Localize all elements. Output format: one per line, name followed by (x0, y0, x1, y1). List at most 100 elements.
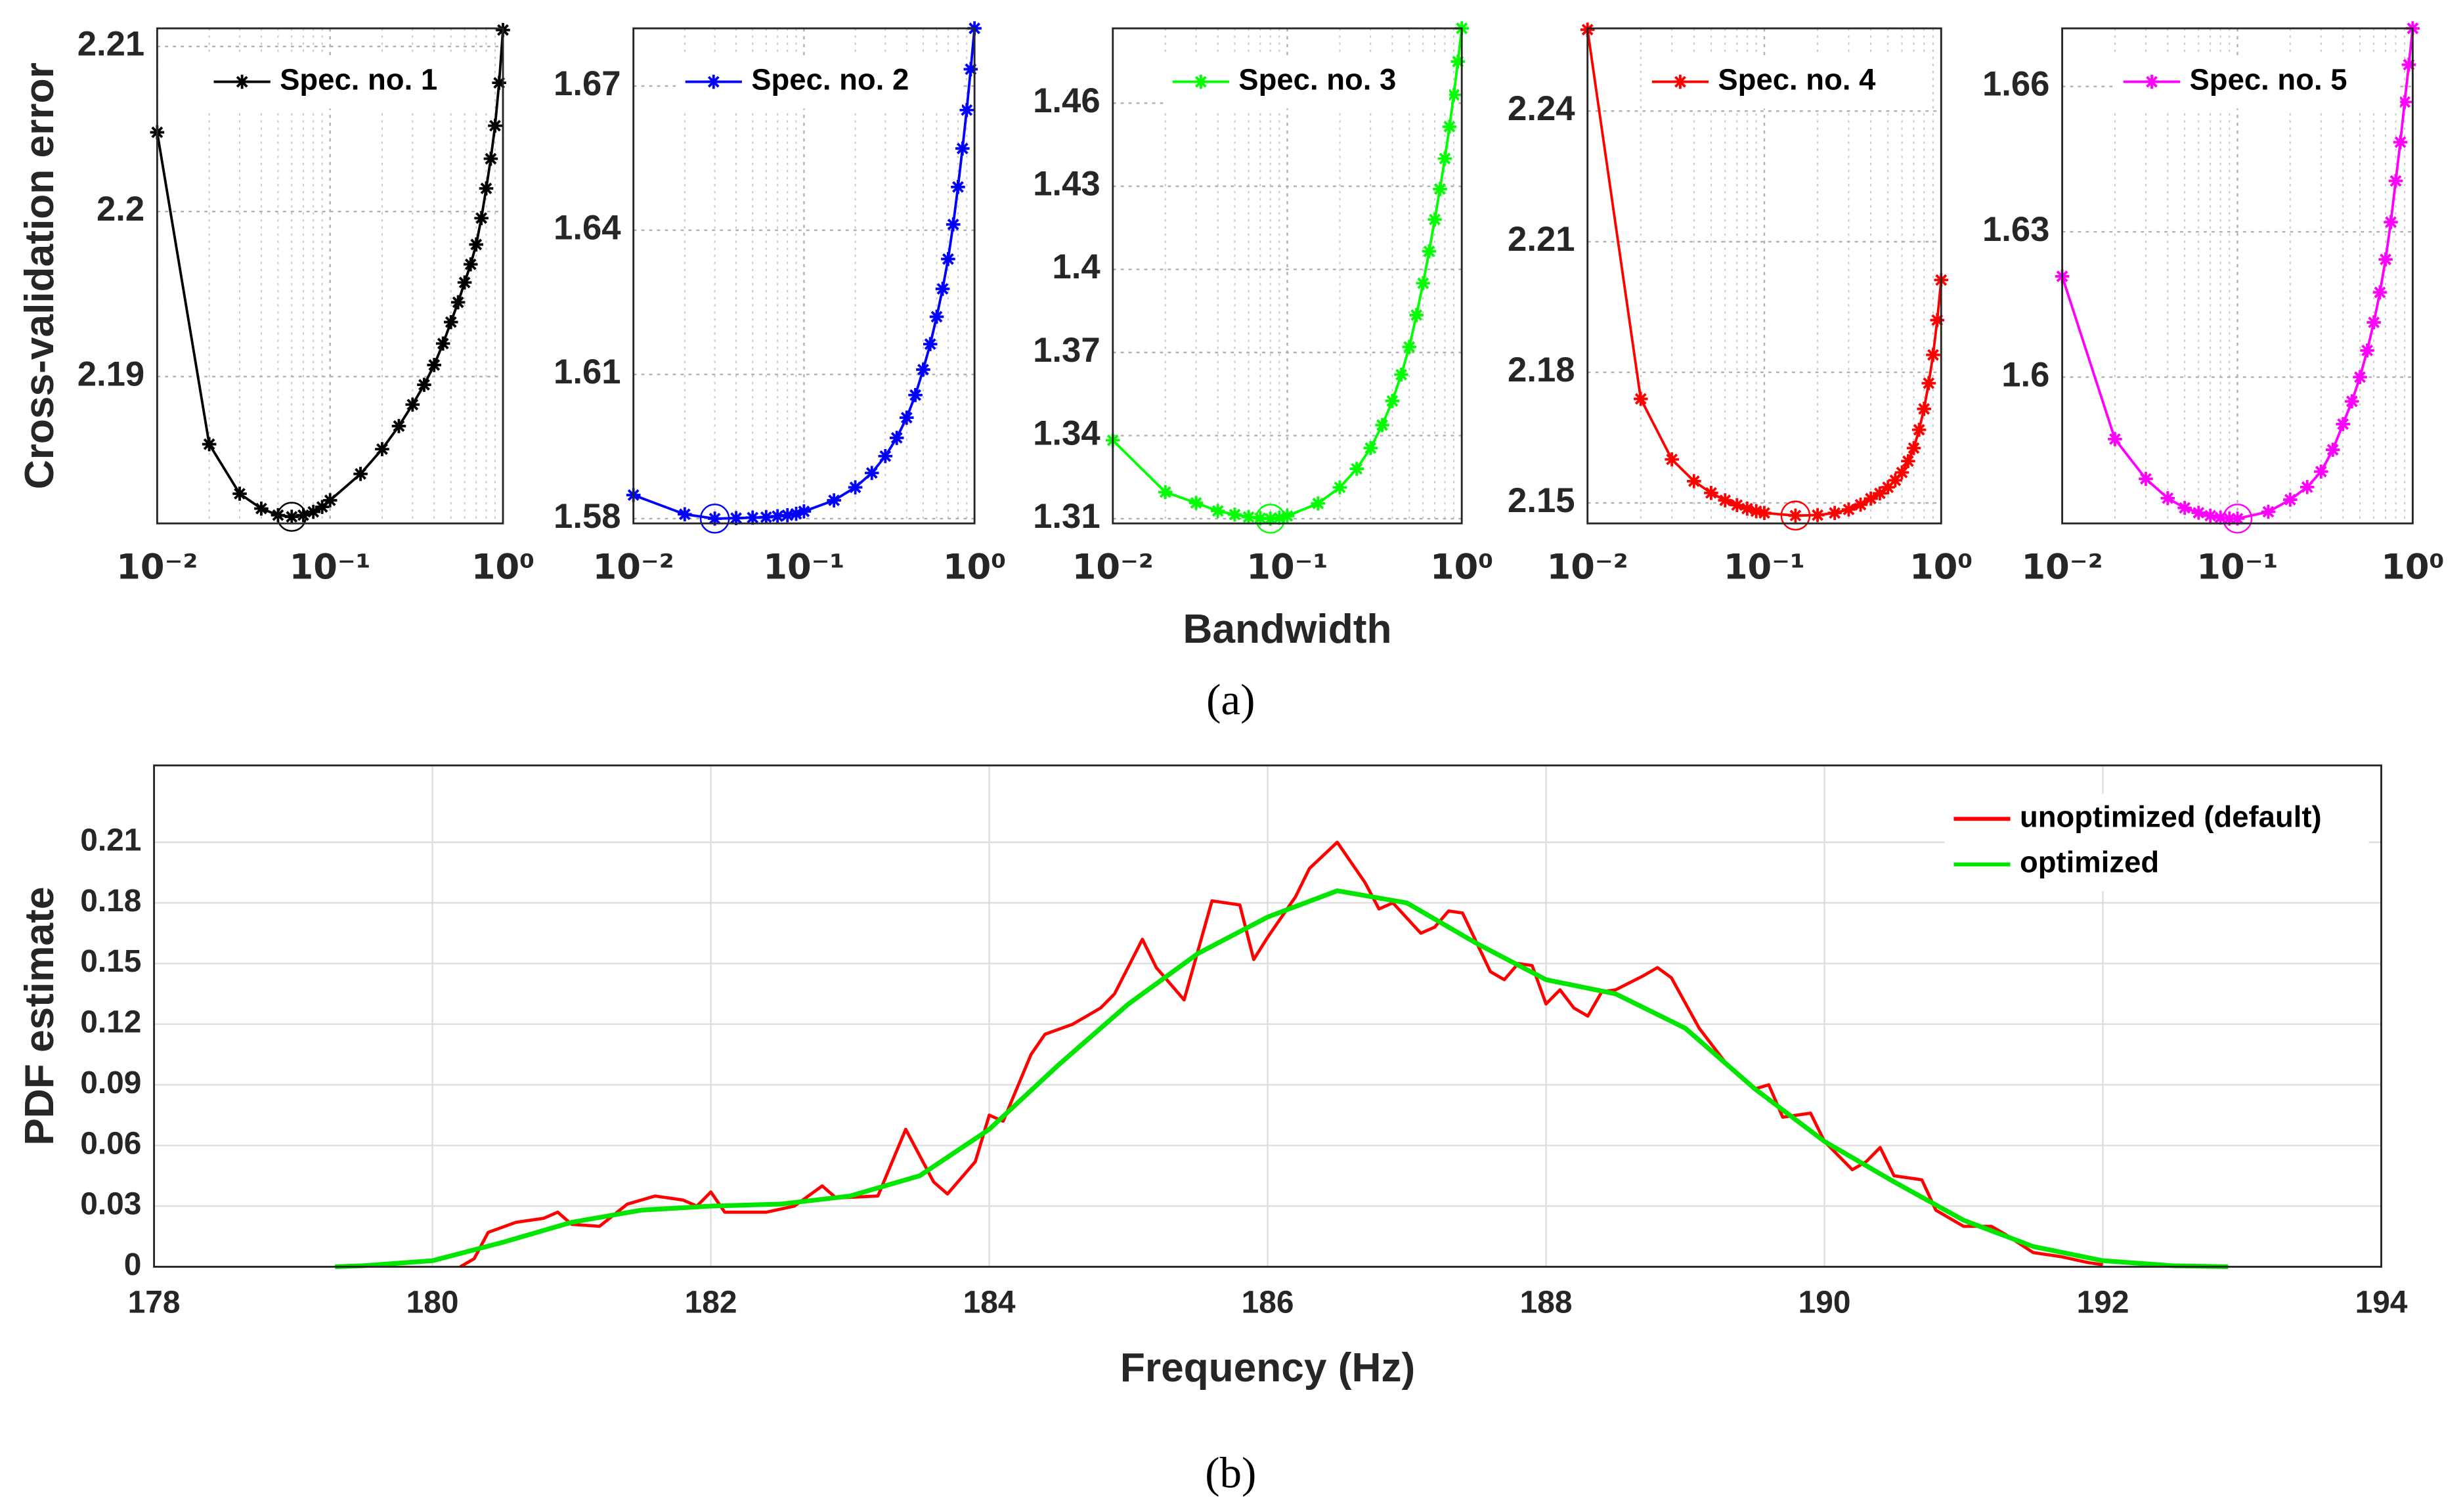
x-tick-label: 10⁰ (1909, 547, 1973, 587)
data-marker (1349, 462, 1364, 476)
y-tick-label: 1.34 (1033, 414, 1100, 452)
minimum-marker (699, 504, 730, 534)
data-marker (848, 480, 863, 495)
data-marker (1422, 244, 1437, 259)
data-marker (1437, 151, 1452, 166)
legend-label: Spec. no. 4 (1718, 63, 1876, 97)
axes-box (2061, 27, 2414, 525)
y-tick-label: 1.63 (1982, 210, 2049, 249)
data-marker (1788, 508, 1803, 523)
data-marker (2283, 492, 2298, 507)
plot-area (1112, 28, 1462, 524)
plot-area (2062, 28, 2413, 524)
data-marker (254, 501, 269, 516)
data-marker (929, 309, 944, 324)
minimum-marker (276, 502, 307, 532)
y-tick-label: 0.12 (80, 1005, 141, 1040)
data-marker (1911, 422, 1927, 437)
data-marker (1730, 498, 1745, 513)
data-marker (2366, 315, 2381, 330)
data-marker (296, 508, 311, 523)
data-marker (935, 282, 950, 296)
x-axis-label: Frequency (Hz) (1120, 1345, 1415, 1391)
subplot: 178 180 182 184 186 188 190 192 194 0 0.03 0.06 0.09… (17, 764, 2408, 1498)
subplot: 10⁻² 10⁻¹ 10⁰ 1.58 1.61 1.64 1.67 Spec. no. 2 (554, 21, 1006, 587)
data-marker (1450, 54, 1466, 69)
data-marker (1873, 486, 1887, 501)
series-line (459, 840, 2103, 1268)
x-tick-label: 10⁻¹ (1246, 547, 1328, 587)
y-tick-label: 0.21 (80, 823, 141, 858)
minimum-marker (2222, 504, 2253, 534)
data-marker (2108, 432, 2122, 446)
data-marker (1447, 87, 1461, 102)
data-marker (1263, 511, 1278, 526)
x-tick-label: 10⁻² (1072, 547, 1154, 587)
data-marker (2261, 504, 2276, 519)
data-marker (770, 509, 785, 524)
data-marker (2139, 471, 2153, 486)
y-tick-label: 2.21 (77, 25, 144, 64)
x-tick-label: 10⁰ (2381, 547, 2444, 587)
data-marker (474, 211, 489, 226)
data-marker (322, 493, 338, 508)
series-line (1586, 29, 1943, 517)
data-marker (1930, 313, 1945, 328)
plot-area (157, 28, 503, 524)
y-tick-label: 1.46 (1033, 81, 1100, 120)
y-axis-label: Cross-validation error (17, 62, 62, 489)
x-tick-label: 10⁻² (1547, 547, 1628, 587)
data-marker (405, 397, 420, 412)
data-marker (759, 509, 774, 525)
y-tick-label: 2.15 (1508, 481, 1575, 520)
data-marker (375, 442, 389, 456)
data-marker (2325, 443, 2340, 457)
x-tick-label: 10⁻¹ (763, 547, 844, 587)
data-marker (2397, 95, 2412, 110)
x-tick-label: 10⁻¹ (2196, 547, 2278, 587)
y-tick-label: 1.43 (1033, 165, 1100, 204)
legend-marker (234, 74, 250, 89)
data-marker (1428, 212, 1442, 227)
data-marker (2314, 464, 2328, 479)
data-marker (1749, 504, 1764, 519)
data-marker (1394, 367, 1408, 382)
y-tick-label: 0 (124, 1247, 142, 1282)
minimum-marker (1255, 504, 1286, 534)
data-marker (1881, 480, 1895, 494)
data-marker (955, 141, 970, 156)
data-marker (2360, 343, 2374, 358)
data-marker (889, 431, 904, 445)
axes-box (153, 764, 2382, 1268)
legend-label: Spec. no. 3 (1238, 63, 1396, 97)
data-marker (202, 437, 217, 452)
data-marker (1433, 182, 1447, 196)
data-marker (1810, 508, 1825, 523)
subplot: 10⁻² 10⁻¹ 10⁰ 1.6 1.63 1.66 Spec. no. 5 (1982, 21, 2445, 587)
data-marker (1864, 491, 1878, 506)
data-marker (678, 507, 692, 522)
data-marker (951, 180, 965, 194)
y-tick-label: 2.21 (1508, 220, 1575, 259)
data-marker (2222, 511, 2237, 526)
data-marker (1757, 506, 1772, 521)
data-marker (443, 314, 458, 330)
legend-label: optimized (2020, 846, 2159, 879)
x-tick-label: 10⁻² (593, 547, 674, 587)
data-marker (1272, 511, 1287, 525)
data-marker (2160, 491, 2175, 506)
data-marker (2345, 394, 2359, 409)
x-tick-label: 188 (1520, 1285, 1573, 1320)
legend-label: Spec. no. 5 (2189, 63, 2347, 97)
legend-box (1944, 793, 2369, 892)
legend-label: unoptimized (default) (2020, 800, 2322, 833)
data-marker (1442, 119, 1457, 134)
data-marker (1332, 480, 1347, 495)
data-marker (2378, 252, 2393, 267)
data-marker (789, 506, 804, 521)
data-marker (2401, 57, 2416, 72)
data-marker (2191, 506, 2206, 520)
data-marker (1718, 493, 1733, 508)
y-tick-label: 1.66 (1982, 65, 2049, 104)
data-marker (469, 237, 483, 252)
